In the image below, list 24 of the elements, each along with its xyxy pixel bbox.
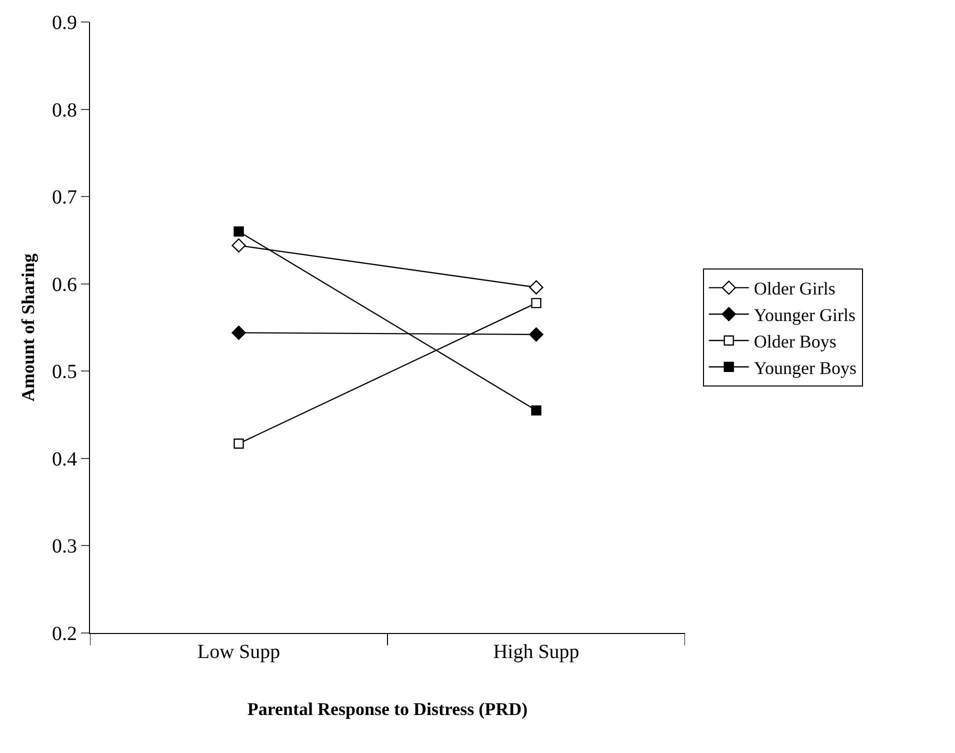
point (529, 280, 544, 294)
y-tick-label: 0.2 (52, 623, 77, 645)
point (531, 405, 542, 416)
point (234, 226, 244, 237)
point (529, 327, 544, 342)
y-tick-label: 0.3 (52, 536, 77, 558)
legend-label: Younger Girls (754, 305, 856, 326)
y-tick-label: 0.4 (52, 448, 77, 470)
y-tick-label: 0.8 (52, 99, 77, 122)
y-tick-label: 0.5 (52, 361, 77, 384)
point (232, 326, 246, 340)
x-tick-label: High Supp (493, 641, 580, 663)
legend-label: Older Boys (754, 332, 836, 352)
x-axis-title: Parental Response to Distress (PRD) (247, 699, 528, 720)
x-tick-label: Low Supp (197, 641, 280, 663)
legend-label: Younger Boys (754, 358, 857, 378)
point (234, 438, 244, 449)
legend-label: Older Girls (754, 278, 836, 299)
point (531, 298, 542, 308)
y-tick-label: 0.9 (52, 12, 77, 34)
point (232, 238, 246, 253)
y-axis-title: Amount of Sharing (18, 253, 38, 402)
y-tick-label: 0.6 (52, 274, 77, 296)
y-tick-label: 0.7 (52, 186, 77, 209)
